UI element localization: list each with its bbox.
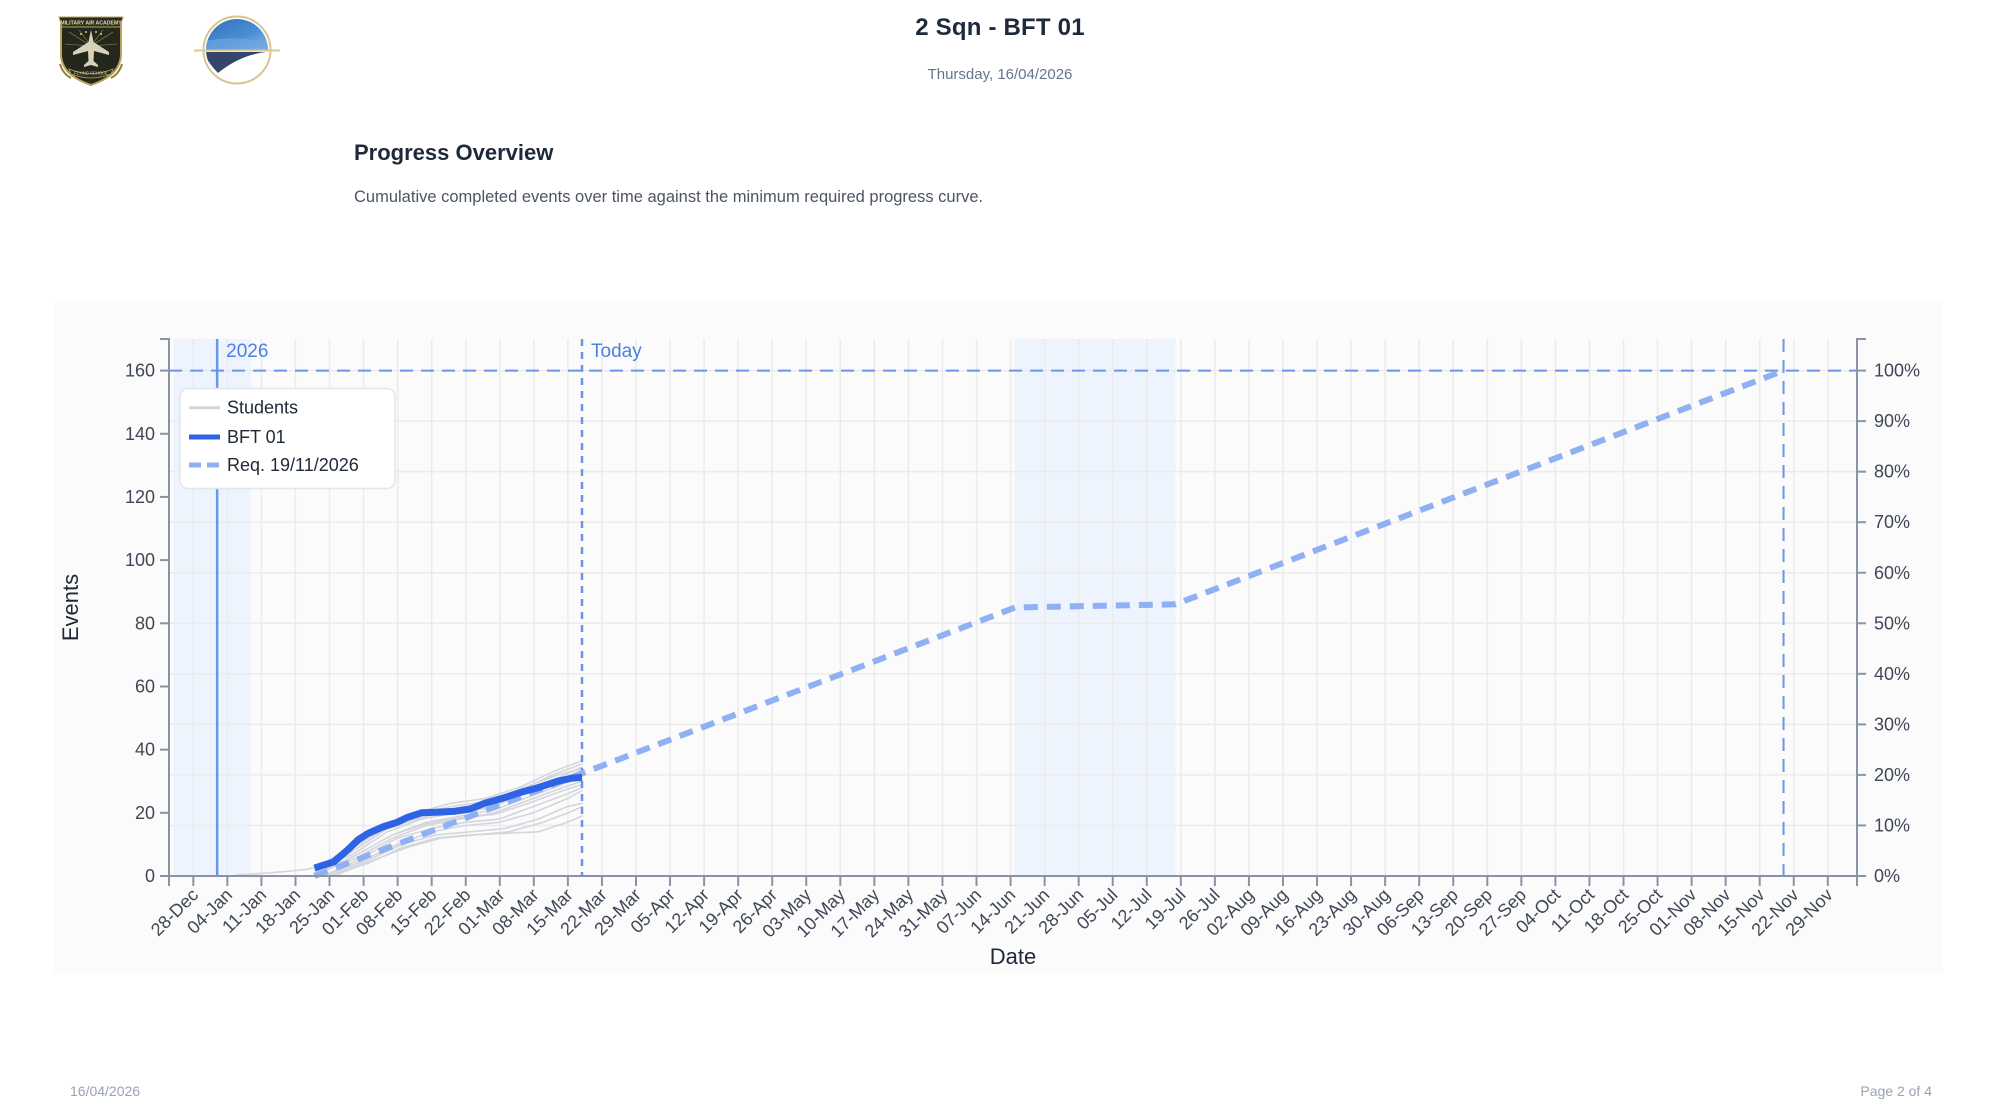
annotation-label-today: Today <box>591 341 642 362</box>
annotation-label-2026: 2026 <box>226 341 268 362</box>
y-tick-label: 60 <box>135 676 155 696</box>
bft-series <box>313 773 583 872</box>
student-progress-line <box>318 783 583 874</box>
y-tick-label: 140 <box>125 424 155 444</box>
required-series <box>313 367 1785 879</box>
report-date: Thursday, 16/04/2026 <box>927 66 1073 83</box>
y2-tick-label: 60% <box>1874 563 1910 583</box>
progress-chart-card: 2026 Today 0 20 40 60 80 100 120 140 160 0% 10% 20% 30… <box>54 301 1943 973</box>
required-progress-line <box>313 367 1785 879</box>
bft01-progress-line <box>313 773 583 872</box>
y2-tick-label: 0% <box>1874 866 1900 886</box>
y2-tick-label: 20% <box>1874 765 1910 785</box>
shield-icon: MILITARY AIR ACADEMY FLYING SCHOOL <box>58 16 124 87</box>
horizon-emblem-icon <box>194 15 280 85</box>
legend-label: BFT 01 <box>227 427 286 447</box>
legend-label: Students <box>227 398 298 418</box>
legend: Students BFT 01 Req. 19/11/2026 <box>179 387 396 490</box>
student-progress-line <box>333 805 583 877</box>
page-number: Page 2 of 4 <box>1860 1083 1932 1099</box>
page-title: 2 Sqn - BFT 01 <box>915 14 1085 41</box>
y2-tick-label: 40% <box>1874 664 1910 684</box>
y2-tick-label: 70% <box>1874 512 1910 532</box>
section-description: Cumulative completed events over time ag… <box>354 188 984 206</box>
y-tick-label: 20 <box>135 803 155 823</box>
y2-tick-label: 30% <box>1874 714 1910 734</box>
x-axis <box>168 875 1858 886</box>
x-axis-title: Date <box>990 944 1036 969</box>
jet-icon <box>73 30 109 67</box>
y-tick-label: 120 <box>125 487 155 507</box>
y2-tick-label: 100% <box>1874 361 1920 381</box>
y-tick-label: 100 <box>125 550 155 570</box>
legend-item-req: Req. 19/11/2026 <box>189 455 359 475</box>
footer-date: 16/04/2026 <box>70 1083 141 1099</box>
left-y-axis <box>160 338 170 876</box>
annotations: 2026 Today <box>169 339 1857 876</box>
y2-tick-label: 90% <box>1874 411 1910 431</box>
progress-chart: 2026 Today 0 20 40 60 80 100 120 140 160 0% 10% 20% 30… <box>58 338 1920 969</box>
student-progress-line <box>318 780 583 874</box>
student-lines <box>235 759 583 877</box>
crest-text-bottom: FLYING SCHOOL <box>74 71 108 76</box>
y-tick-label: 40 <box>135 740 155 760</box>
legend-box <box>179 387 396 490</box>
student-progress-line <box>323 786 583 877</box>
crest-text-top: MILITARY AIR ACADEMY <box>60 21 122 27</box>
y-tick-label: 80 <box>135 613 155 633</box>
legend-item-bft: BFT 01 <box>189 427 286 447</box>
y-axis-title: Events <box>58 574 83 641</box>
legend-label: Req. 19/11/2026 <box>227 455 359 475</box>
section-title: Progress Overview <box>354 140 554 165</box>
y-tick-label: 160 <box>125 361 155 381</box>
right-y-axis <box>1856 338 1866 876</box>
y2-tick-label: 10% <box>1874 815 1910 835</box>
student-progress-line <box>328 802 583 877</box>
y-tick-label: 0 <box>145 866 155 886</box>
student-progress-line <box>323 789 583 877</box>
squadron-emblem-logo <box>192 13 282 87</box>
legend-item-students: Students <box>189 398 298 418</box>
y2-tick-label: 80% <box>1874 462 1910 482</box>
academy-crest-logo: MILITARY AIR ACADEMY FLYING SCHOOL <box>57 12 125 87</box>
y2-tick-label: 50% <box>1874 613 1910 633</box>
